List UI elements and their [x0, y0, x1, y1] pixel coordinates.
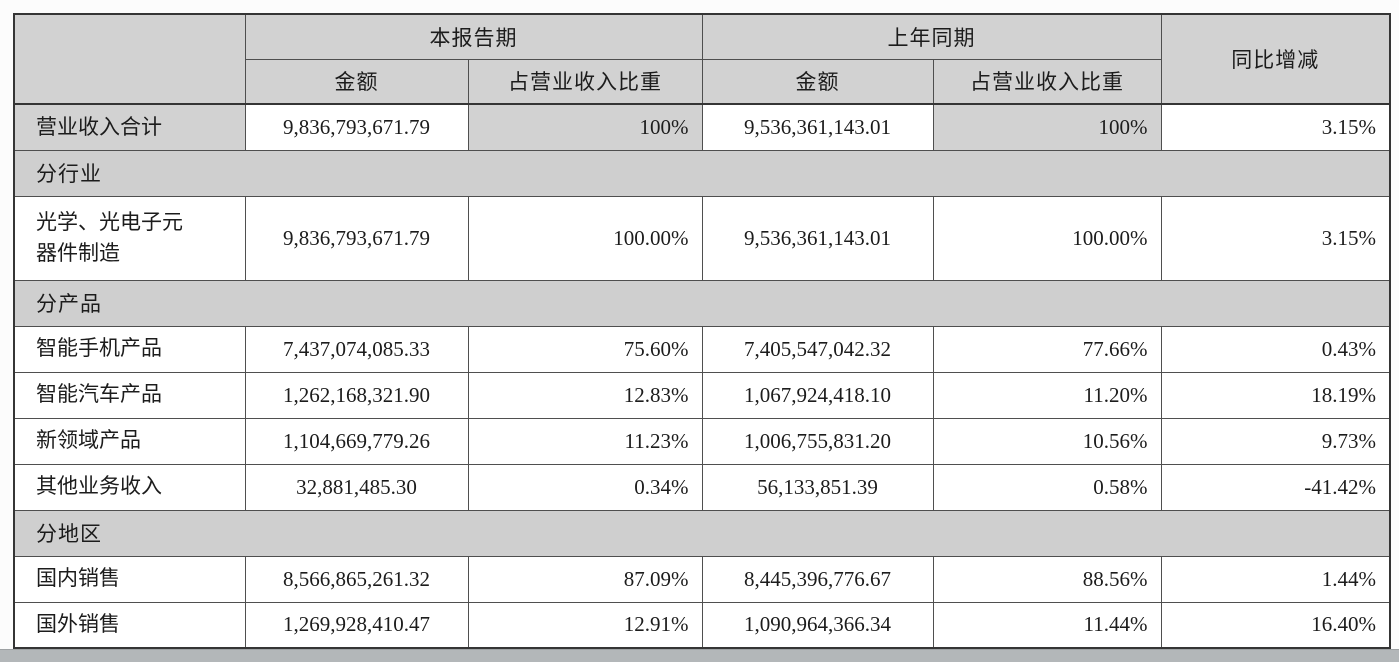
prior-share: 11.44% — [932, 601, 1162, 649]
prior-share: 88.56% — [932, 555, 1162, 603]
prior-share: 10.56% — [932, 417, 1162, 465]
revenue-breakdown-table: 本报告期 上年同期 同比增减 金额 占营业收入比重 金额 占营业收入比重 营业收… — [13, 13, 1391, 649]
row-label: 智能汽车产品 — [13, 371, 246, 419]
yoy-change: 9.73% — [1160, 417, 1391, 465]
prior-amount: 56,133,851.39 — [701, 463, 934, 511]
header-current-period: 本报告期 — [244, 13, 703, 60]
prior-amount: 7,405,547,042.32 — [701, 325, 934, 373]
prior-share: 77.66% — [932, 325, 1162, 373]
header-row-measures: 金额 占营业收入比重 金额 占营业收入比重 — [14, 58, 1390, 105]
current-amount: 9,836,793,671.79 — [244, 195, 469, 281]
section-label: 分产品 — [13, 279, 1391, 327]
yoy-change: 3.15% — [1160, 195, 1391, 281]
row-label: 新领域产品 — [13, 417, 246, 465]
row-label: 其他业务收入 — [13, 463, 246, 511]
current-share: 100% — [467, 103, 703, 151]
current-amount: 8,566,865,261.32 — [244, 555, 469, 603]
current-amount: 1,262,168,321.90 — [244, 371, 469, 419]
current-share: 87.09% — [467, 555, 703, 603]
row-label: 智能手机产品 — [13, 325, 246, 373]
row-label: 光学、光电子元 器件制造 — [13, 195, 246, 281]
header-current-share: 占营业收入比重 — [467, 58, 703, 105]
prior-share: 11.20% — [932, 371, 1162, 419]
section-row: 分行业 — [13, 149, 1391, 197]
corner-cell — [13, 13, 246, 105]
current-amount: 32,881,485.30 — [244, 463, 469, 511]
table-row: 光学、光电子元 器件制造 9,836,793,671.79 100.00% 9,536… — [13, 195, 1391, 281]
table-row: 国外销售 1,269,928,410.47 12.91% 1,090,964,366.… — [13, 601, 1391, 649]
table-row: 其他业务收入 32,881,485.30 0.34% 56,133,851.39 0.5… — [13, 463, 1391, 511]
current-amount: 1,104,669,779.26 — [244, 417, 469, 465]
table-row: 新领域产品 1,104,669,779.26 11.23% 1,006,755,831… — [13, 417, 1391, 465]
yoy-change: 18.19% — [1160, 371, 1391, 419]
current-share: 12.91% — [467, 601, 703, 649]
prior-amount: 8,445,396,776.67 — [701, 555, 934, 603]
current-share: 75.60% — [467, 325, 703, 373]
header-prior-period: 上年同期 — [701, 13, 1162, 60]
prior-share: 0.58% — [932, 463, 1162, 511]
yoy-change: 1.44% — [1160, 555, 1391, 603]
current-amount: 9,836,793,671.79 — [244, 103, 469, 151]
row-label: 国内销售 — [13, 555, 246, 603]
yoy-change: 16.40% — [1160, 601, 1391, 649]
row-label: 营业收入合计 — [13, 103, 246, 151]
header-current-amount: 金额 — [244, 58, 469, 105]
row-label: 国外销售 — [13, 601, 246, 649]
section-row: 分地区 — [13, 509, 1391, 557]
prior-share: 100% — [932, 103, 1162, 151]
section-row: 分产品 — [13, 279, 1391, 327]
header-yoy-change: 同比增减 — [1160, 13, 1391, 105]
table-header: 本报告期 上年同期 同比增减 金额 占营业收入比重 金额 占营业收入比重 — [13, 13, 1391, 105]
prior-share: 100.00% — [932, 195, 1162, 281]
prior-amount: 1,090,964,366.34 — [701, 601, 934, 649]
prior-amount: 9,536,361,143.01 — [701, 103, 934, 151]
table-row: 智能手机产品 7,437,074,085.33 75.60% 7,405,547,04… — [13, 325, 1391, 373]
bottom-gray-strip — [0, 649, 1399, 662]
current-share: 11.23% — [467, 417, 703, 465]
revenue-table-body: 营业收入合计 9,836,793,671.79 100% 9,536,361,143.… — [13, 103, 1391, 649]
current-amount: 1,269,928,410.47 — [244, 601, 469, 649]
section-label: 分地区 — [13, 509, 1391, 557]
current-amount: 7,437,074,085.33 — [244, 325, 469, 373]
yoy-change: 3.15% — [1160, 103, 1391, 151]
table-row: 智能汽车产品 1,262,168,321.90 12.83% 1,067,924,41… — [13, 371, 1391, 419]
current-share: 0.34% — [467, 463, 703, 511]
yoy-change: 0.43% — [1160, 325, 1391, 373]
section-label: 分行业 — [13, 149, 1391, 197]
table-row: 营业收入合计 9,836,793,671.79 100% 9,536,361,143.… — [13, 103, 1391, 151]
prior-amount: 1,067,924,418.10 — [701, 371, 934, 419]
header-row-periods: 本报告期 上年同期 同比增减 — [13, 13, 1391, 105]
current-share: 12.83% — [467, 371, 703, 419]
yoy-change: -41.42% — [1160, 463, 1391, 511]
table-row: 国内销售 8,566,865,261.32 87.09% 8,445,396,776.… — [13, 555, 1391, 603]
header-prior-amount: 金额 — [701, 58, 934, 105]
prior-amount: 9,536,361,143.01 — [701, 195, 934, 281]
prior-amount: 1,006,755,831.20 — [701, 417, 934, 465]
current-share: 100.00% — [467, 195, 703, 281]
header-prior-share: 占营业收入比重 — [932, 58, 1162, 105]
